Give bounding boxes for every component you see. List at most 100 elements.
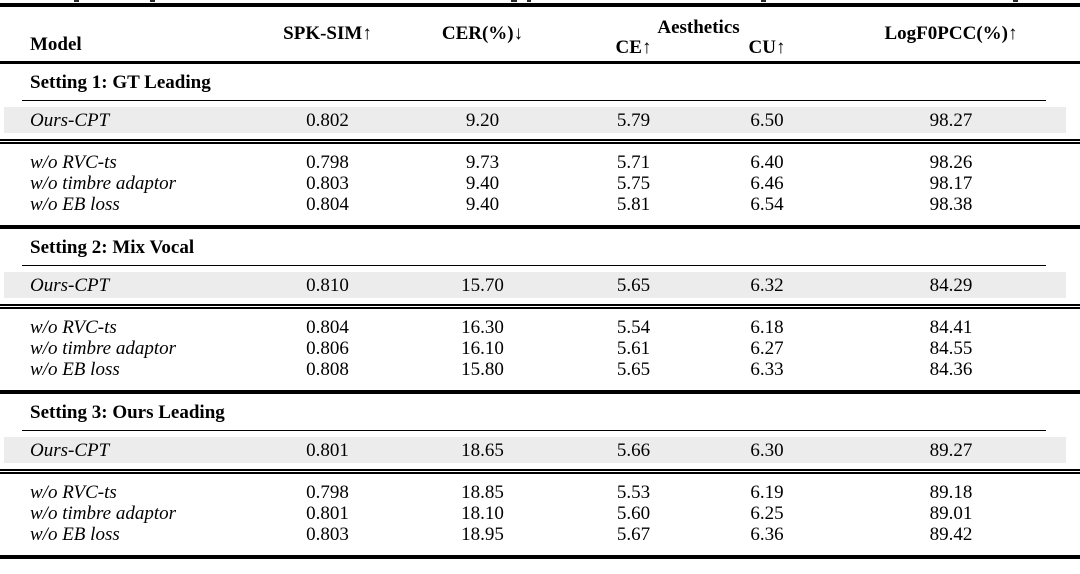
cell-spk-sim: 0.801: [306, 503, 349, 524]
cell-cu: 6.30: [750, 439, 784, 461]
section-setting-3: Setting 3: Ours Leading Ours-CPT 0.801 1…: [0, 394, 1080, 559]
cell-spk-sim: 0.808: [306, 359, 349, 380]
column-group-aesthetics-label: Aesthetics: [657, 17, 740, 38]
table-header: Model SPK-SIM↑ CER(%)↓ Aesthetics CE↑ CU…: [0, 7, 1080, 61]
table-row-ablation: w/o RVC-ts 0.798 9.73 5.71 6.40 98.26: [0, 152, 1080, 173]
cell-cer: 18.95: [461, 524, 504, 545]
cell-model-label: w/o RVC-ts: [30, 317, 117, 338]
table-row-ablation: w/o EB loss 0.808 15.80 5.65 6.33 84.36: [0, 359, 1080, 380]
cell-logf0pcc: 84.36: [929, 359, 973, 380]
column-group-aesthetics: Aesthetics CE↑ CU↑: [565, 7, 832, 61]
table-row-ablation: w/o timbre adaptor 0.803 9.40 5.75 6.46 …: [0, 173, 1080, 194]
rule-thin-divider: [22, 430, 1046, 431]
cell-logf0pcc: 98.27: [929, 109, 973, 131]
table-row-ablation: w/o RVC-ts 0.804 16.30 5.54 6.18 84.41: [0, 317, 1080, 338]
cutoff-text-fragment: [511, 0, 517, 2]
cell-cu: 6.19: [750, 482, 784, 503]
cell-cu: 6.54: [750, 194, 784, 215]
section-title: Setting 1: GT Leading: [30, 72, 211, 93]
cell-model-label: w/o RVC-ts: [30, 482, 117, 503]
column-header-ce: CE↑: [615, 37, 652, 58]
cell-cu: 6.27: [750, 338, 784, 359]
rule-header-divider: [0, 61, 1080, 64]
cell-cer: 9.73: [465, 152, 500, 173]
cutoff-text-fragment: [761, 0, 766, 2]
cell-cer: 16.10: [461, 338, 504, 359]
cell-model-label: w/o EB loss: [30, 194, 120, 215]
cell-spk-sim: 0.798: [306, 152, 349, 173]
table-row-ours-cpt: Ours-CPT 0.801 18.65 5.66 6.30 89.27: [0, 437, 1080, 463]
cell-cu: 6.18: [750, 317, 784, 338]
rule-double-divider: [0, 469, 1080, 474]
cell-cu: 6.25: [750, 503, 784, 524]
rule-section-divider: [0, 390, 1080, 394]
column-header-cu: CU↑: [748, 37, 786, 58]
cell-cer: 9.20: [465, 109, 500, 131]
rule-thin-divider: [22, 265, 1046, 266]
table-row-ablation: w/o EB loss 0.804 9.40 5.81 6.54 98.38: [0, 194, 1080, 215]
cell-ce: 5.81: [616, 194, 651, 215]
cutoff-text-fragment: [527, 0, 531, 2]
cutoff-text-fragment: [150, 0, 155, 2]
column-header-model: Model: [30, 34, 82, 55]
cell-cer: 15.70: [461, 274, 504, 296]
cell-logf0pcc: 89.27: [929, 439, 973, 461]
section-setting-1: Setting 1: GT Leading Ours-CPT 0.802 9.2…: [0, 64, 1080, 229]
cell-model-label: Ours-CPT: [30, 274, 110, 296]
cell-ce: 5.75: [616, 173, 651, 194]
cell-cu: 6.32: [750, 274, 784, 296]
cell-logf0pcc: 98.26: [929, 152, 973, 173]
cell-spk-sim: 0.803: [306, 524, 349, 545]
cell-ce: 5.61: [616, 338, 651, 359]
cell-spk-sim: 0.802: [306, 109, 349, 131]
column-header-cer: CER(%)↓: [441, 23, 524, 44]
cell-cer: 16.30: [461, 317, 504, 338]
cell-model-label: w/o EB loss: [30, 524, 120, 545]
cell-spk-sim: 0.801: [306, 439, 349, 461]
cell-cer: 9.40: [465, 194, 500, 215]
cell-ce: 5.79: [616, 109, 651, 131]
cell-model-label: w/o EB loss: [30, 359, 120, 380]
cell-model-label: w/o timbre adaptor: [30, 503, 177, 524]
table-row-ours-cpt: Ours-CPT 0.810 15.70 5.65 6.32 84.29: [0, 272, 1080, 298]
ablation-rows: w/o RVC-ts 0.798 9.73 5.71 6.40 98.26 w/…: [0, 144, 1080, 225]
cell-logf0pcc: 98.38: [929, 194, 973, 215]
cell-logf0pcc: 84.29: [929, 274, 973, 296]
cell-spk-sim: 0.806: [306, 338, 349, 359]
cell-cu: 6.46: [750, 173, 784, 194]
rule-top: [0, 3, 1080, 7]
cell-cu: 6.33: [750, 359, 784, 380]
cell-cu: 6.36: [750, 524, 784, 545]
cell-ce: 5.66: [616, 439, 651, 461]
cell-cu: 6.40: [750, 152, 784, 173]
cell-ce: 5.53: [616, 482, 651, 503]
cell-cer: 18.10: [461, 503, 504, 524]
table-row-ablation: w/o timbre adaptor 0.806 16.10 5.61 6.27…: [0, 338, 1080, 359]
section-title: Setting 2: Mix Vocal: [30, 237, 195, 258]
cutoff-text-fragment: [1013, 0, 1018, 2]
cell-ce: 5.65: [616, 359, 651, 380]
table-row-ours-cpt: Ours-CPT 0.802 9.20 5.79 6.50 98.27: [0, 107, 1080, 133]
cell-cer: 18.65: [461, 439, 504, 461]
cell-model-label: Ours-CPT: [30, 439, 110, 461]
cell-cu: 6.50: [750, 109, 784, 131]
cell-ce: 5.54: [616, 317, 651, 338]
cell-ce: 5.60: [616, 503, 651, 524]
cell-logf0pcc: 84.55: [929, 338, 973, 359]
rule-bottom: [0, 555, 1080, 559]
ablation-rows: w/o RVC-ts 0.798 18.85 5.53 6.19 89.18 w…: [0, 474, 1080, 555]
column-header-spk-sim: SPK-SIM↑: [283, 23, 372, 44]
cell-spk-sim: 0.804: [306, 317, 349, 338]
rule-section-divider: [0, 225, 1080, 229]
cell-logf0pcc: 89.18: [929, 482, 973, 503]
cutoff-text-fragment: [74, 0, 79, 2]
section-setting-2: Setting 2: Mix Vocal Ours-CPT 0.810 15.7…: [0, 229, 1080, 394]
cell-model-label: w/o RVC-ts: [30, 152, 117, 173]
cell-spk-sim: 0.803: [306, 173, 349, 194]
cell-spk-sim: 0.804: [306, 194, 349, 215]
table-row-ablation: w/o RVC-ts 0.798 18.85 5.53 6.19 89.18: [0, 482, 1080, 503]
cell-logf0pcc: 98.17: [929, 173, 973, 194]
cell-logf0pcc: 84.41: [929, 317, 973, 338]
cell-spk-sim: 0.798: [306, 482, 349, 503]
